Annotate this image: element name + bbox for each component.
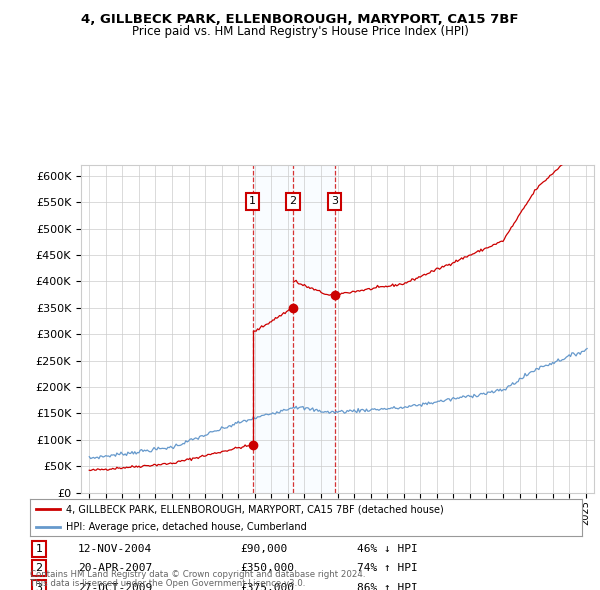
Text: This data is licensed under the Open Government Licence v3.0.: This data is licensed under the Open Gov… [30,579,305,588]
Text: 3: 3 [35,583,43,590]
Text: 12-NOV-2004: 12-NOV-2004 [78,544,152,553]
Text: Contains HM Land Registry data © Crown copyright and database right 2024.: Contains HM Land Registry data © Crown c… [30,571,365,579]
Text: 74% ↑ HPI: 74% ↑ HPI [357,563,418,573]
Text: 2: 2 [35,563,43,573]
Text: £350,000: £350,000 [240,563,294,573]
Text: 86% ↑ HPI: 86% ↑ HPI [357,583,418,590]
Text: 1: 1 [35,544,43,553]
Text: 20-APR-2007: 20-APR-2007 [78,563,152,573]
Text: 27-OCT-2009: 27-OCT-2009 [78,583,152,590]
Text: £90,000: £90,000 [240,544,287,553]
Bar [253,165,335,493]
Text: HPI: Average price, detached house, Cumberland: HPI: Average price, detached house, Cumb… [66,522,307,532]
Text: 3: 3 [331,196,338,206]
Text: £375,000: £375,000 [240,583,294,590]
Text: Price paid vs. HM Land Registry's House Price Index (HPI): Price paid vs. HM Land Registry's House … [131,25,469,38]
Text: 4, GILLBECK PARK, ELLENBOROUGH, MARYPORT, CA15 7BF: 4, GILLBECK PARK, ELLENBOROUGH, MARYPORT… [81,13,519,26]
Text: 2: 2 [289,196,296,206]
Text: 4, GILLBECK PARK, ELLENBOROUGH, MARYPORT, CA15 7BF (detached house): 4, GILLBECK PARK, ELLENBOROUGH, MARYPORT… [66,504,443,514]
Text: 1: 1 [249,196,256,206]
Text: 46% ↓ HPI: 46% ↓ HPI [357,544,418,553]
